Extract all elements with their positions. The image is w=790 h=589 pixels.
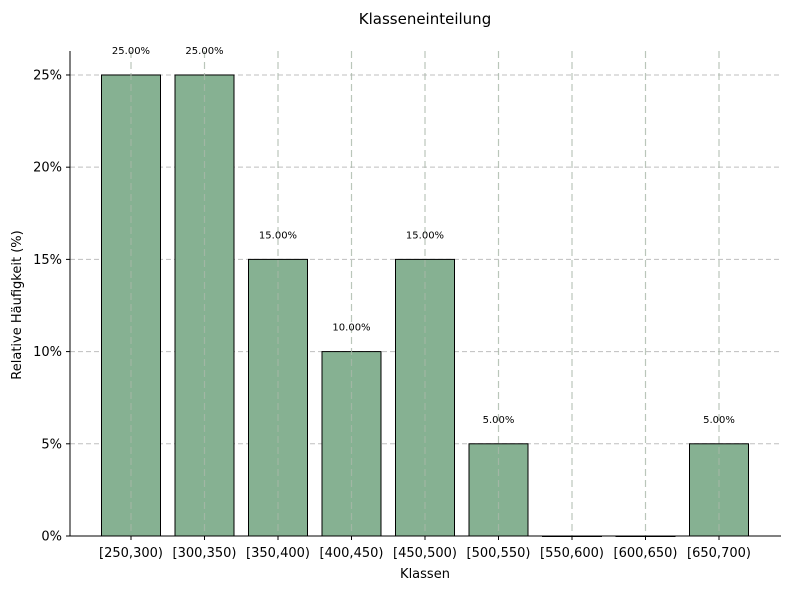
x-tick-label: [600,650)	[614, 546, 678, 561]
y-tick-label: 15%	[33, 253, 62, 268]
bar-data-label: 10.00%	[332, 323, 370, 334]
bar-data-label: 15.00%	[406, 230, 444, 241]
x-tick-label: [400,450)	[320, 546, 384, 561]
bar-data-label: 5.00%	[703, 415, 735, 426]
bar	[468, 443, 529, 537]
x-tick-label: [300,350)	[173, 546, 237, 561]
y-tick-label: 25%	[33, 68, 62, 83]
bar-data-label: 5.00%	[483, 415, 515, 426]
chart-title: Klasseneinteilung	[359, 10, 491, 28]
x-tick-label: [550,600)	[540, 546, 604, 561]
y-tick-label: 0%	[41, 530, 62, 545]
x-tick-label: [250,300)	[99, 546, 163, 561]
x-tick-label: [450,500)	[393, 546, 457, 561]
bar	[689, 443, 749, 537]
vertical-grid-lines	[130, 51, 720, 536]
y-axis-ticks: 0% 5% 10% 15% 20% 25%	[33, 68, 70, 545]
bar-data-label: 25.00%	[185, 46, 223, 57]
y-tick-label: 5%	[41, 437, 62, 452]
x-tick-label: [500,550)	[467, 546, 531, 561]
bar-data-label: 15.00%	[259, 230, 297, 241]
y-axis-label: Relative Häufigkeit (%)	[10, 230, 25, 379]
y-tick-label: 20%	[33, 161, 62, 176]
x-axis-label: Klassen	[400, 567, 450, 582]
y-tick-label: 10%	[33, 345, 62, 360]
x-tick-label: [650,700)	[687, 546, 751, 561]
data-labels: 25.00% 25.00% 15.00% 10.00% 15.00% 5.00% 5.00%	[112, 46, 735, 426]
x-axis-ticks: [250,300) [300,350) [350,400) [400,450) [450…	[99, 536, 751, 561]
x-tick-label: [350,400)	[246, 546, 310, 561]
bar-data-label: 25.00%	[112, 46, 150, 57]
